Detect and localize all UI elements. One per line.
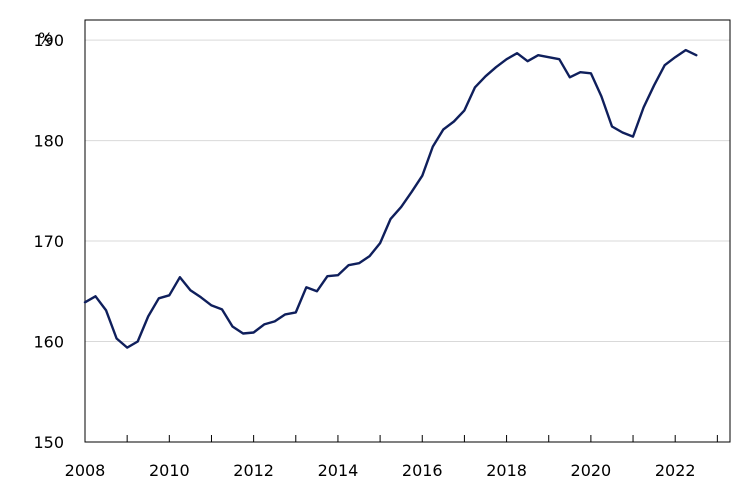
x-tick-label: 2018 — [486, 461, 527, 480]
x-ticks — [84, 435, 718, 442]
x-tick-labels: 2008 2010 2012 2014 2016 2018 2020 2022 — [65, 461, 696, 480]
x-tick-label: 2020 — [571, 461, 612, 480]
x-tick-label: 2016 — [402, 461, 443, 480]
gridlines — [85, 39, 730, 343]
y-axis-label: % — [38, 29, 53, 48]
series-line — [83, 48, 698, 349]
y-tick-label: 190 — [33, 31, 64, 50]
x-tick-label: 2008 — [65, 461, 106, 480]
x-tick-label: 2022 — [655, 461, 696, 480]
plot-area-frame — [84, 19, 731, 443]
x-tick-label: 2014 — [318, 461, 359, 480]
y-tick-label: 150 — [33, 433, 64, 452]
y-tick-label: 180 — [33, 132, 64, 151]
x-tick-label: 2012 — [233, 461, 274, 480]
x-tick-label: 2010 — [149, 461, 190, 480]
y-tick-label: 160 — [33, 333, 64, 352]
y-tick-labels: 150 160 170 180 190 — [33, 31, 64, 452]
y-tick-label: 170 — [33, 232, 64, 251]
